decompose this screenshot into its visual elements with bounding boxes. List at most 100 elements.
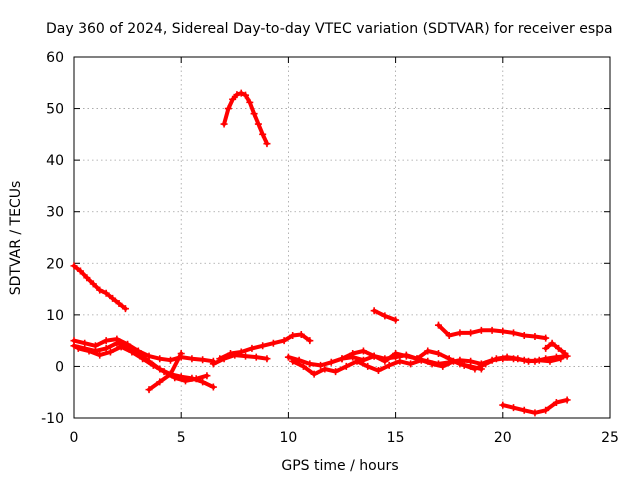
series-arc-10 <box>289 353 565 378</box>
y-tick-label: 0 <box>55 359 64 375</box>
data-point <box>263 140 271 148</box>
plot-frame <box>73 56 611 419</box>
data-point <box>370 352 378 360</box>
data-point <box>546 357 554 365</box>
data-point <box>396 357 404 365</box>
data-point <box>338 355 346 363</box>
data-point <box>548 339 556 347</box>
data-point <box>177 350 185 358</box>
data-point <box>209 383 217 391</box>
data-point <box>456 329 464 337</box>
data-point <box>220 120 228 128</box>
data-series <box>70 89 571 417</box>
data-point <box>145 386 153 394</box>
data-point <box>216 355 224 363</box>
data-point <box>233 91 241 99</box>
data-point <box>482 360 490 368</box>
x-tick-label: 20 <box>494 430 512 446</box>
data-point <box>381 357 389 365</box>
data-point <box>563 396 571 404</box>
y-tick-label: 40 <box>46 153 64 169</box>
tick-labels: 0 5 10 15 20 25 -10 0 10 20 30 40 50 60 <box>41 50 619 446</box>
data-point <box>370 307 378 315</box>
data-point <box>115 300 123 308</box>
data-point <box>424 347 432 355</box>
data-point <box>520 331 528 339</box>
data-point <box>237 89 245 97</box>
series-arc-1 <box>70 262 129 313</box>
y-tick-label: 50 <box>46 102 64 118</box>
data-point <box>102 344 110 352</box>
data-point <box>121 305 129 313</box>
x-tick-label: 0 <box>70 430 79 446</box>
data-point <box>477 365 485 373</box>
series-line <box>222 91 269 146</box>
data-point <box>297 330 305 338</box>
series-arc-6 <box>145 350 185 394</box>
data-point <box>392 316 400 324</box>
data-point <box>203 372 211 380</box>
data-point <box>561 350 569 358</box>
data-point <box>321 365 329 373</box>
data-point <box>385 361 393 369</box>
data-point <box>514 355 522 363</box>
data-point <box>166 370 174 378</box>
data-point <box>492 355 500 363</box>
data-point <box>269 339 277 347</box>
data-point <box>467 362 475 370</box>
data-point <box>467 329 475 337</box>
data-point <box>542 334 550 342</box>
data-point <box>359 347 367 355</box>
data-point <box>342 362 350 370</box>
data-point <box>192 375 200 383</box>
data-point <box>557 355 565 363</box>
x-tick-label: 5 <box>177 430 186 446</box>
data-point <box>428 360 436 368</box>
data-point <box>499 401 507 409</box>
series-arc-11 <box>338 347 485 373</box>
data-point <box>310 370 318 378</box>
data-point <box>499 327 507 335</box>
data-point <box>542 406 550 414</box>
data-point <box>106 348 114 356</box>
data-point <box>252 353 260 361</box>
data-point <box>510 329 518 337</box>
data-point <box>227 350 235 358</box>
series-line <box>217 332 312 361</box>
data-point <box>520 406 528 414</box>
data-point <box>160 368 168 376</box>
data-point <box>381 312 389 320</box>
data-point <box>109 294 117 302</box>
x-tick-label: 15 <box>387 430 405 446</box>
data-point <box>96 351 104 359</box>
series-arc-2 <box>220 89 271 148</box>
data-point <box>102 289 110 297</box>
data-point <box>83 274 91 282</box>
x-tick-label: 10 <box>279 430 297 446</box>
series-arc-4 <box>70 339 217 391</box>
axis-ticks <box>73 56 611 419</box>
data-point <box>306 360 314 368</box>
data-point <box>434 321 442 329</box>
data-point <box>456 360 464 368</box>
x-axis-label: GPS time / hours <box>281 458 398 474</box>
data-point <box>317 361 325 369</box>
series-arc-8 <box>216 330 314 363</box>
y-tick-label: 30 <box>46 205 64 221</box>
data-point <box>113 339 121 347</box>
data-point <box>306 337 314 345</box>
data-point <box>199 356 207 364</box>
data-point <box>229 95 237 103</box>
grid <box>74 57 610 418</box>
series-arc-5 <box>74 343 211 385</box>
data-point <box>76 267 84 275</box>
series-arc-12 <box>370 307 400 324</box>
series-arc-13 <box>434 321 550 342</box>
data-point <box>407 360 415 368</box>
data-point <box>259 342 267 350</box>
data-point <box>364 362 372 370</box>
data-point <box>181 377 189 385</box>
data-point <box>250 110 258 118</box>
data-point <box>349 350 357 358</box>
